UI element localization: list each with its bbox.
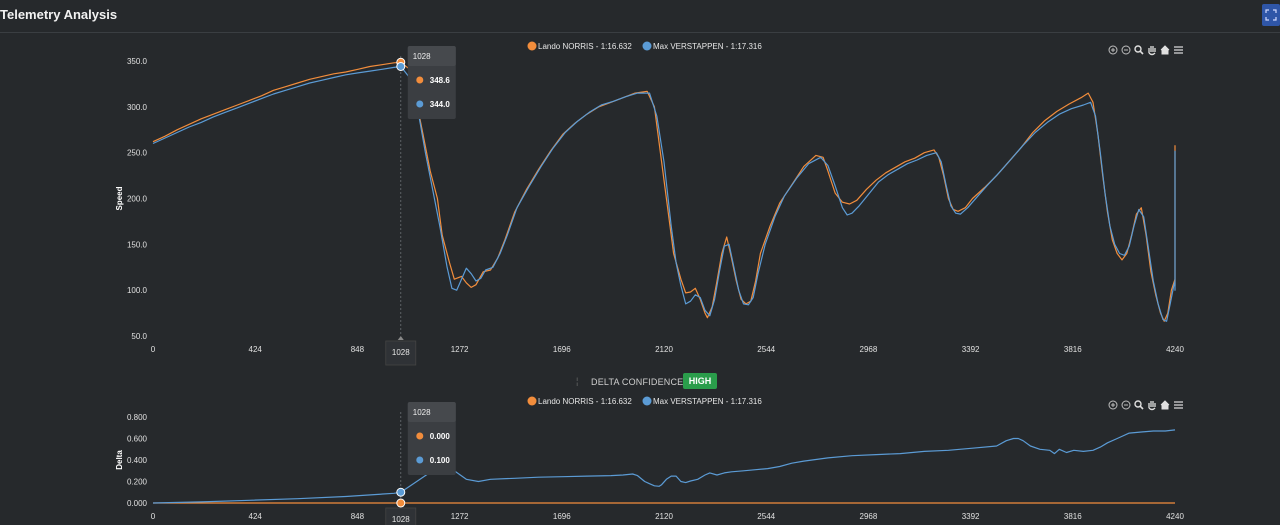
y-tick-label: 350.0 xyxy=(127,57,148,66)
crosshair-x-box xyxy=(385,507,417,525)
x-tick-label: 2968 xyxy=(860,512,878,521)
x-tick-label: 2544 xyxy=(757,345,775,354)
x-tick-label: 848 xyxy=(351,345,365,354)
legend-entry[interactable]: Max VERSTAPPEN - 1:17.316 xyxy=(653,397,762,406)
home-icon[interactable] xyxy=(1160,45,1170,55)
delta-chart[interactable]: Delta 0.000 0.200 0.400 0.600 0.800 0 424 848 127… xyxy=(0,392,1280,525)
zoom-out-icon[interactable] xyxy=(1121,400,1131,410)
confidence-label: DELTA CONFIDENCE: xyxy=(591,377,687,387)
header-bar: Telemetry Analysis xyxy=(0,0,1280,33)
confidence-badge: HIGH xyxy=(683,373,717,389)
x-tick-label: 2120 xyxy=(655,345,673,354)
y-axis-label: Speed xyxy=(115,186,124,210)
x-tick-label: 1272 xyxy=(451,345,469,354)
y-tick-label: 0.800 xyxy=(127,413,148,422)
legend-entry[interactable]: Lando NORRIS - 1:16.632 xyxy=(538,397,632,406)
tooltip-value: 348.6 xyxy=(430,76,451,85)
tooltip-marker xyxy=(416,76,424,84)
legend-marker[interactable] xyxy=(642,396,652,406)
crosshair-x-label: 1028 xyxy=(392,515,410,524)
crosshair-x-box xyxy=(385,340,417,366)
pan-icon[interactable] xyxy=(1148,401,1156,411)
hover-marker xyxy=(396,487,406,497)
y-axis-label: Delta xyxy=(115,450,124,470)
magnify-icon[interactable] xyxy=(1134,45,1144,55)
x-tick-label: 1272 xyxy=(451,512,469,521)
legend-entry[interactable]: Max VERSTAPPEN - 1:17.316 xyxy=(653,42,762,51)
y-tick-label: 0.200 xyxy=(127,478,148,487)
y-tick-label: 100.0 xyxy=(127,286,148,295)
y-tick-label: 50.0 xyxy=(131,332,147,341)
x-tick-label: 424 xyxy=(249,345,263,354)
tooltip-header xyxy=(407,402,456,422)
magnify-icon[interactable] xyxy=(1134,400,1144,410)
x-tick-label: 4240 xyxy=(1166,512,1184,521)
expand-icon xyxy=(1265,9,1277,21)
tooltip-marker xyxy=(416,432,424,440)
x-tick-label: 3816 xyxy=(1064,345,1082,354)
x-tick-label: 0 xyxy=(151,512,156,521)
legend-marker[interactable] xyxy=(527,41,537,51)
expand-button[interactable] xyxy=(1262,4,1280,26)
tooltip-title: 1028 xyxy=(413,52,431,61)
crosshair-x-label: 1028 xyxy=(392,348,410,357)
tooltip-header xyxy=(407,46,456,66)
menu-icon[interactable] xyxy=(1174,46,1183,54)
speed-chart[interactable]: Speed 50.0 100.0 150.0 200.0 250.0 300.0 350.0 0… xyxy=(0,0,1280,370)
hover-marker xyxy=(396,62,406,71)
zoom-out-icon[interactable] xyxy=(1121,45,1131,55)
y-tick-label: 0.400 xyxy=(127,456,148,465)
y-tick-label: 300.0 xyxy=(127,103,148,112)
series-line-0 xyxy=(152,61,1176,322)
tooltip: 1028 0.000 0.100 xyxy=(407,402,456,475)
crosshair-caret xyxy=(397,336,404,340)
x-tick-label: 1696 xyxy=(553,512,571,521)
chart-toolbar xyxy=(1108,400,1183,411)
x-tick-label: 3816 xyxy=(1064,512,1082,521)
tooltip-marker xyxy=(416,456,424,464)
y-tick-label: 0.000 xyxy=(127,499,148,508)
zoom-in-icon[interactable] xyxy=(1108,45,1118,55)
tooltip-title: 1028 xyxy=(413,408,431,417)
legend-entry[interactable]: Lando NORRIS - 1:16.632 xyxy=(538,42,632,51)
pan-icon[interactable] xyxy=(1148,46,1156,56)
y-tick-label: 250.0 xyxy=(127,149,148,158)
series-line-1 xyxy=(152,429,1176,504)
legend-marker[interactable] xyxy=(642,41,652,51)
tooltip-value: 0.000 xyxy=(430,432,451,441)
y-tick-label: 150.0 xyxy=(127,240,148,249)
x-tick-label: 2544 xyxy=(757,512,775,521)
hover-marker xyxy=(396,498,406,508)
tooltip: 1028 348.6 344.0 xyxy=(407,46,456,119)
zoom-in-icon[interactable] xyxy=(1108,400,1118,410)
x-tick-label: 424 xyxy=(249,512,263,521)
delta-confidence: ¦ DELTA CONFIDENCE: HIGH xyxy=(0,372,1280,392)
legend-marker[interactable] xyxy=(527,396,537,406)
x-tick-label: 2968 xyxy=(860,345,878,354)
x-tick-label: 0 xyxy=(151,345,156,354)
x-tick-label: 4240 xyxy=(1166,345,1184,354)
menu-icon[interactable] xyxy=(1174,401,1183,409)
x-tick-label: 2120 xyxy=(655,512,673,521)
series-line-1 xyxy=(152,65,1176,322)
y-tick-label: 0.600 xyxy=(127,435,148,444)
x-tick-label: 1696 xyxy=(553,345,571,354)
tooltip-value: 0.100 xyxy=(430,456,451,465)
tooltip-marker xyxy=(416,100,424,108)
tooltip-value: 344.0 xyxy=(430,100,451,109)
x-tick-label: 3392 xyxy=(962,345,980,354)
x-tick-label: 848 xyxy=(351,512,365,521)
page-title: Telemetry Analysis xyxy=(0,7,118,22)
y-tick-label: 200.0 xyxy=(127,195,148,204)
confidence-separator: ¦ xyxy=(576,376,579,386)
x-tick-label: 3392 xyxy=(962,512,980,521)
chart-toolbar xyxy=(1108,45,1183,56)
home-icon[interactable] xyxy=(1160,400,1170,410)
